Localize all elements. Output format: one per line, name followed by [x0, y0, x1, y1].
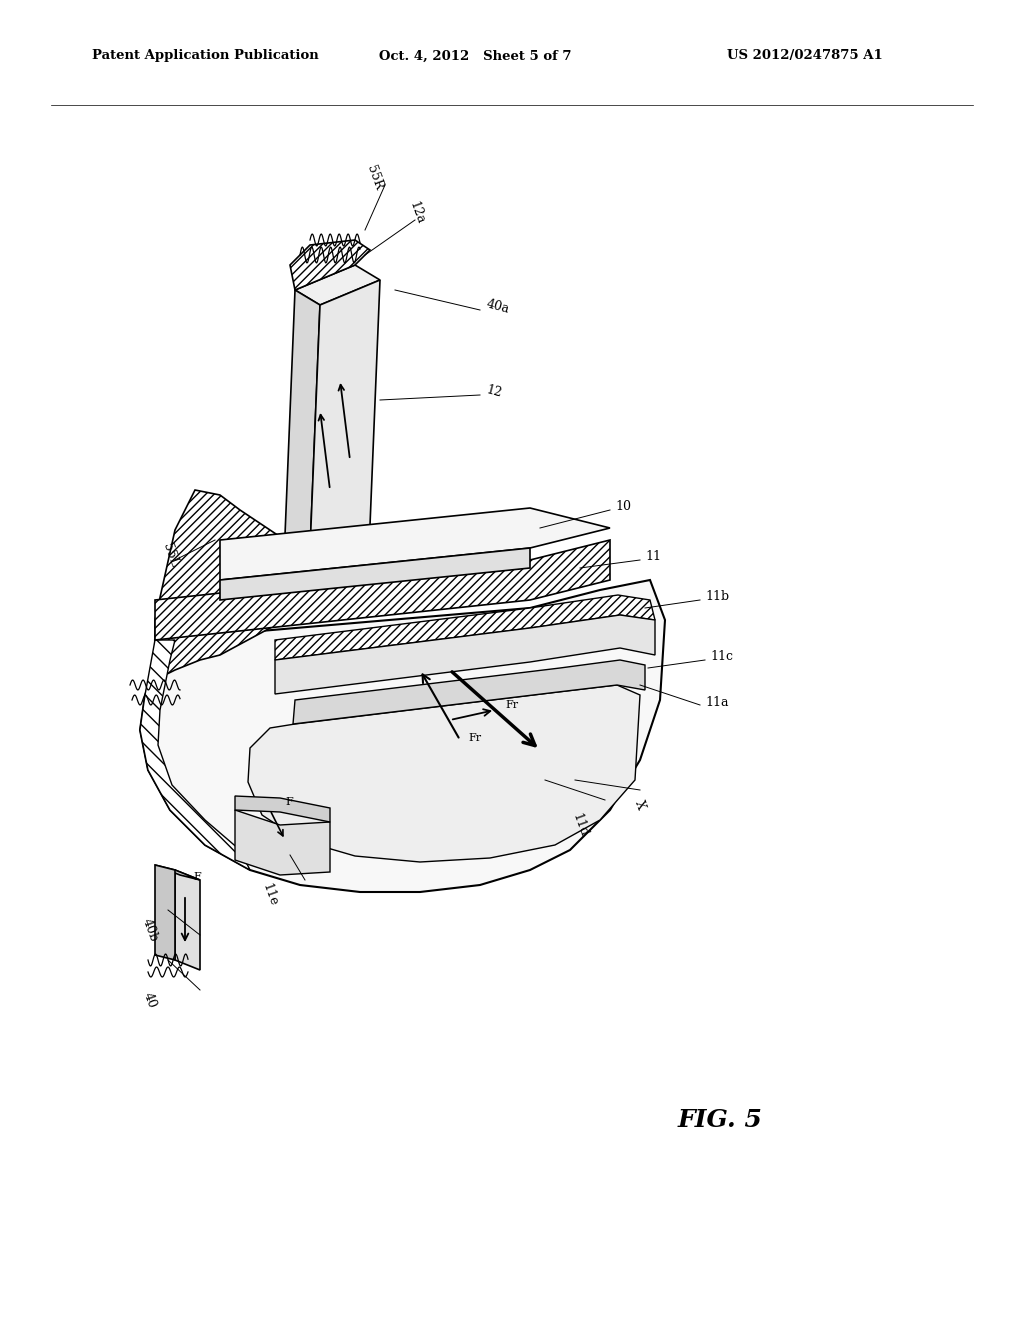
Text: 11d: 11d [569, 812, 590, 838]
Text: Patent Application Publication: Patent Application Publication [92, 49, 318, 62]
Text: 55R: 55R [365, 164, 385, 193]
Text: Fr: Fr [468, 733, 481, 743]
Text: 40a: 40a [485, 298, 511, 317]
Polygon shape [285, 290, 319, 550]
Text: Oct. 4, 2012   Sheet 5 of 7: Oct. 4, 2012 Sheet 5 of 7 [379, 49, 571, 62]
Polygon shape [155, 865, 200, 880]
Polygon shape [155, 490, 319, 680]
Text: 11a: 11a [705, 696, 728, 709]
Polygon shape [234, 796, 330, 822]
Polygon shape [248, 685, 640, 862]
Text: 10: 10 [615, 500, 631, 513]
Text: FIG. 5: FIG. 5 [678, 1107, 763, 1133]
Polygon shape [220, 548, 530, 601]
Polygon shape [290, 240, 370, 290]
Text: 40b: 40b [139, 916, 160, 944]
Polygon shape [140, 640, 250, 870]
Text: 12: 12 [485, 384, 504, 400]
Polygon shape [310, 280, 380, 550]
Text: 11b: 11b [705, 590, 729, 603]
Text: F: F [193, 873, 201, 882]
Text: US 2012/0247875 A1: US 2012/0247875 A1 [727, 49, 883, 62]
Text: Fr: Fr [505, 700, 518, 710]
Polygon shape [155, 540, 610, 640]
Polygon shape [295, 265, 380, 305]
Polygon shape [275, 615, 655, 694]
Text: 11c: 11c [710, 651, 733, 664]
Text: 11: 11 [645, 550, 662, 564]
Text: 55L: 55L [160, 541, 180, 569]
Polygon shape [234, 810, 330, 875]
Polygon shape [155, 865, 175, 960]
Polygon shape [293, 660, 645, 723]
Polygon shape [175, 870, 200, 970]
Text: F: F [285, 797, 293, 807]
Text: 12a: 12a [407, 199, 427, 226]
Polygon shape [275, 595, 655, 660]
Text: 11e: 11e [260, 882, 281, 908]
Polygon shape [140, 579, 665, 892]
Polygon shape [220, 508, 610, 579]
Text: X: X [633, 799, 647, 812]
Text: 40: 40 [141, 990, 159, 1010]
